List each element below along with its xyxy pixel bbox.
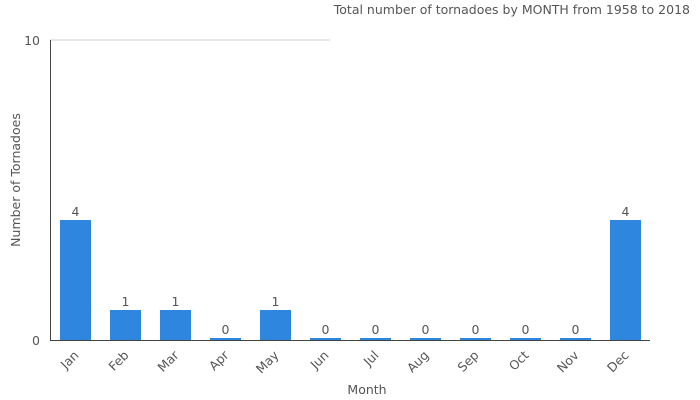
bar-aug: [410, 338, 441, 340]
data-label-sep: 0: [472, 322, 480, 337]
x-tick-label-oct: Oct: [506, 347, 532, 373]
x-axis-label: Month: [347, 382, 386, 397]
data-label-oct: 0: [522, 322, 530, 337]
x-tick-label-jul: Jul: [360, 348, 382, 370]
x-tick-label-nov: Nov: [554, 347, 582, 375]
data-label-feb: 1: [122, 294, 130, 309]
bar-apr: [210, 338, 241, 340]
y-tick-label-10: 10: [24, 33, 40, 48]
bar-jun: [310, 338, 341, 340]
y-tick-label-0: 0: [32, 333, 40, 348]
x-tick-label-jun: Jun: [306, 348, 331, 373]
bar-may: [260, 310, 291, 340]
data-label-jul: 0: [372, 322, 380, 337]
chart-title: Total number of tornadoes by MONTH from …: [333, 2, 690, 17]
data-label-apr: 0: [222, 322, 230, 337]
bar-feb: [110, 310, 141, 340]
bar-jul: [360, 338, 391, 340]
x-tick-label-mar: Mar: [154, 347, 182, 375]
data-label-dec: 4: [622, 204, 630, 219]
data-label-aug: 0: [422, 322, 430, 337]
y-axis-label: Number of Tornadoes: [8, 113, 23, 247]
x-tick-label-feb: Feb: [105, 347, 131, 373]
bar-oct: [510, 338, 541, 340]
x-tick-label-aug: Aug: [404, 348, 432, 376]
data-label-jan: 4: [72, 204, 80, 219]
bar-nov: [560, 338, 591, 340]
x-tick-label-may: May: [253, 347, 282, 376]
bar-mar: [160, 310, 191, 340]
x-tick-label-dec: Dec: [604, 347, 632, 375]
data-label-nov: 0: [572, 322, 580, 337]
x-tick-label-jan: Jan: [57, 348, 82, 373]
data-label-jun: 0: [322, 322, 330, 337]
data-label-may: 1: [272, 294, 280, 309]
x-tick-label-apr: Apr: [206, 347, 233, 374]
x-tick-label-sep: Sep: [454, 347, 481, 374]
bar-jan: [60, 220, 91, 340]
bar-dec: [610, 220, 641, 340]
bar-sep: [460, 338, 491, 340]
data-label-mar: 1: [172, 294, 180, 309]
